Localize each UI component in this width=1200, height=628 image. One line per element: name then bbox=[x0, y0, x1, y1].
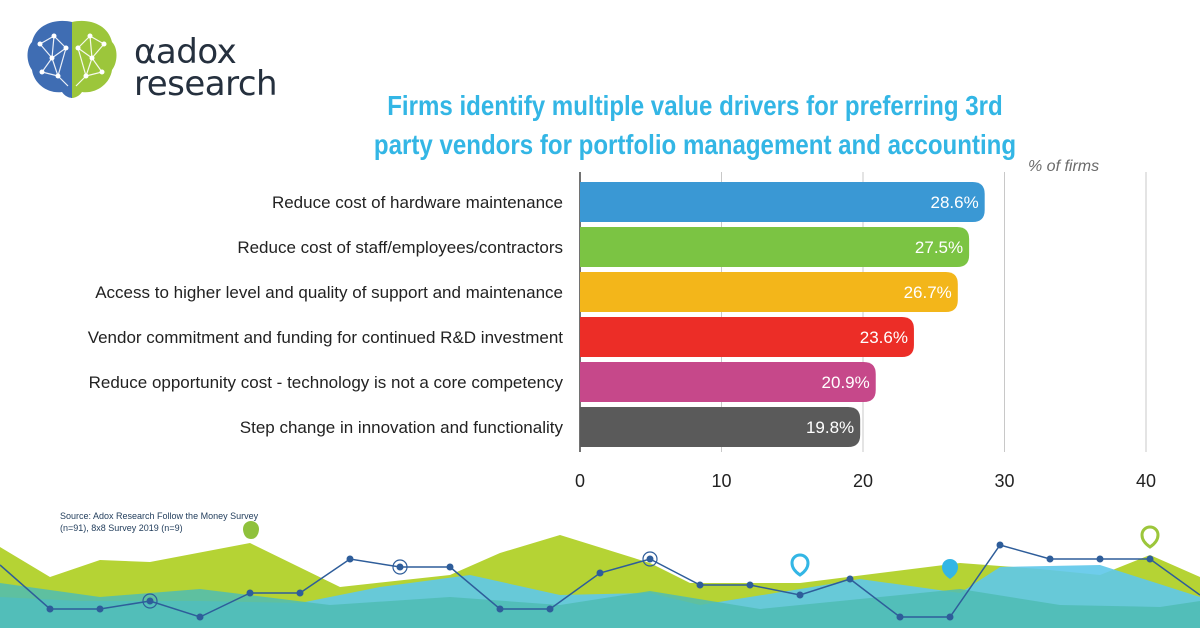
value-label: 23.6% bbox=[860, 328, 908, 347]
pin-green-outline-icon bbox=[1140, 525, 1160, 549]
bar bbox=[580, 227, 970, 267]
x-axis-ticks: 0 10 20 30 40 bbox=[575, 471, 1156, 491]
pin-blue-outline-icon bbox=[790, 553, 810, 577]
category-labels: Reduce cost of hardware maintenance Reduc… bbox=[88, 193, 564, 437]
map-pin-icons bbox=[243, 521, 1160, 579]
bars bbox=[580, 182, 985, 447]
x-tick-label: 0 bbox=[575, 471, 585, 491]
brand-line2: research bbox=[134, 64, 278, 104]
unit-label: % of firms bbox=[1028, 158, 1100, 175]
brain-logo-icon bbox=[27, 20, 117, 99]
bar bbox=[580, 272, 958, 312]
category-label: Reduce opportunity cost - technology is … bbox=[89, 373, 564, 392]
footer-decoration bbox=[0, 521, 1200, 628]
bar bbox=[580, 407, 861, 447]
value-labels: 28.6% 27.5% 26.7% 23.6% 20.9% 19.8% bbox=[806, 193, 979, 437]
category-label: Reduce cost of staff/employees/contracto… bbox=[237, 238, 563, 257]
bar bbox=[580, 362, 876, 402]
source-note: Source: Adox Research Follow the Money S… bbox=[60, 511, 259, 533]
value-label: 28.6% bbox=[930, 193, 978, 212]
bar bbox=[580, 317, 914, 357]
value-label: 27.5% bbox=[915, 238, 963, 257]
value-label: 20.9% bbox=[822, 373, 870, 392]
value-label: 19.8% bbox=[806, 418, 854, 437]
x-tick-label: 40 bbox=[1136, 471, 1156, 491]
value-label: 26.7% bbox=[904, 283, 952, 302]
bar-chart: Reduce cost of hardware maintenance Reduc… bbox=[88, 172, 1156, 491]
category-label: Access to higher level and quality of su… bbox=[95, 283, 563, 302]
bar bbox=[580, 182, 985, 222]
brand-alpha: α bbox=[134, 32, 156, 72]
chart-title: Firms identify multiple value drivers fo… bbox=[373, 90, 1017, 160]
x-tick-label: 10 bbox=[711, 471, 731, 491]
category-label: Reduce cost of hardware maintenance bbox=[272, 193, 563, 212]
pin-green-icon bbox=[243, 521, 259, 539]
logo: αadox research bbox=[22, 14, 278, 104]
category-label: Vendor commitment and funding for contin… bbox=[88, 328, 564, 347]
category-label: Step change in innovation and functional… bbox=[240, 418, 564, 437]
x-tick-label: 20 bbox=[853, 471, 873, 491]
pin-blue-icon bbox=[942, 559, 958, 579]
brand-wordmark: αadox research bbox=[134, 35, 278, 104]
x-tick-label: 30 bbox=[994, 471, 1014, 491]
brand-line1: adox bbox=[155, 32, 237, 72]
